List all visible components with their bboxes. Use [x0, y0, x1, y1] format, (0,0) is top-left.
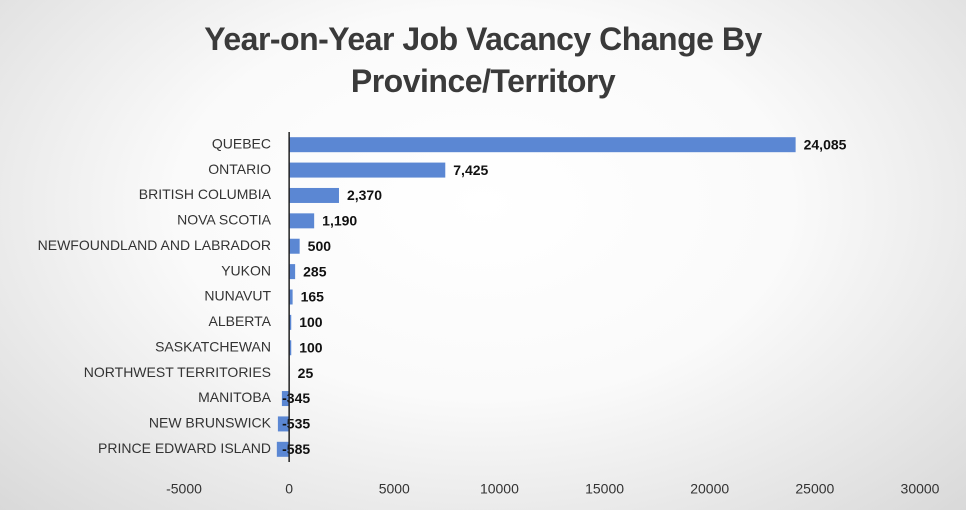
category-label: BRITISH COLUMBIA: [139, 186, 272, 202]
value-label: 2,370: [347, 187, 382, 203]
category-label: YUKON: [221, 262, 271, 278]
value-label: 24,085: [804, 136, 847, 152]
category-label: NEW BRUNSWICK: [149, 415, 272, 431]
x-tick-label: -5000: [166, 481, 202, 497]
value-label: 100: [299, 339, 323, 355]
category-label: NORTHWEST TERRITORIES: [84, 364, 271, 380]
bar: [289, 289, 293, 305]
category-label: SASKATCHEWAN: [155, 338, 271, 354]
value-label: -535: [282, 416, 310, 432]
value-label: 100: [299, 314, 323, 330]
value-label: 7,425: [453, 162, 488, 178]
category-label: QUEBEC: [212, 135, 271, 151]
value-label: -585: [282, 441, 310, 457]
value-label: 25: [298, 365, 314, 381]
bar: [289, 162, 446, 178]
value-label: 165: [301, 289, 325, 305]
x-tick-label: 10000: [480, 481, 519, 497]
bar: [289, 213, 315, 229]
value-label: 1,190: [322, 213, 357, 229]
bar: [276, 441, 290, 457]
category-label: NOVA SCOTIA: [177, 212, 272, 228]
value-label: 285: [303, 263, 327, 279]
bar: [289, 340, 292, 356]
x-tick-label: 20000: [690, 481, 729, 497]
bar: [277, 416, 290, 432]
bar: [281, 391, 290, 407]
category-label: ALBERTA: [208, 313, 271, 329]
category-label: MANITOBA: [198, 389, 272, 405]
bar: [289, 238, 300, 254]
category-label: ONTARIO: [208, 161, 271, 177]
x-tick-label: 5000: [379, 481, 410, 497]
bar: [289, 314, 292, 330]
category-label: NEWFOUNDLAND AND LABRADOR: [38, 237, 271, 253]
value-label: 500: [308, 238, 332, 254]
x-tick-label: 25000: [795, 481, 834, 497]
category-label: NUNAVUT: [204, 288, 271, 304]
bar: [289, 137, 796, 153]
chart-title: Year-on-Year Job Vacancy Change By Provi…: [204, 21, 762, 99]
bar: [289, 187, 339, 203]
x-tick-label: 0: [285, 481, 293, 497]
bar: [289, 264, 296, 280]
x-tick-label: 30000: [901, 481, 940, 497]
x-tick-label: 15000: [585, 481, 624, 497]
value-label: -345: [282, 390, 310, 406]
category-label: PRINCE EDWARD ISLAND: [98, 440, 271, 456]
